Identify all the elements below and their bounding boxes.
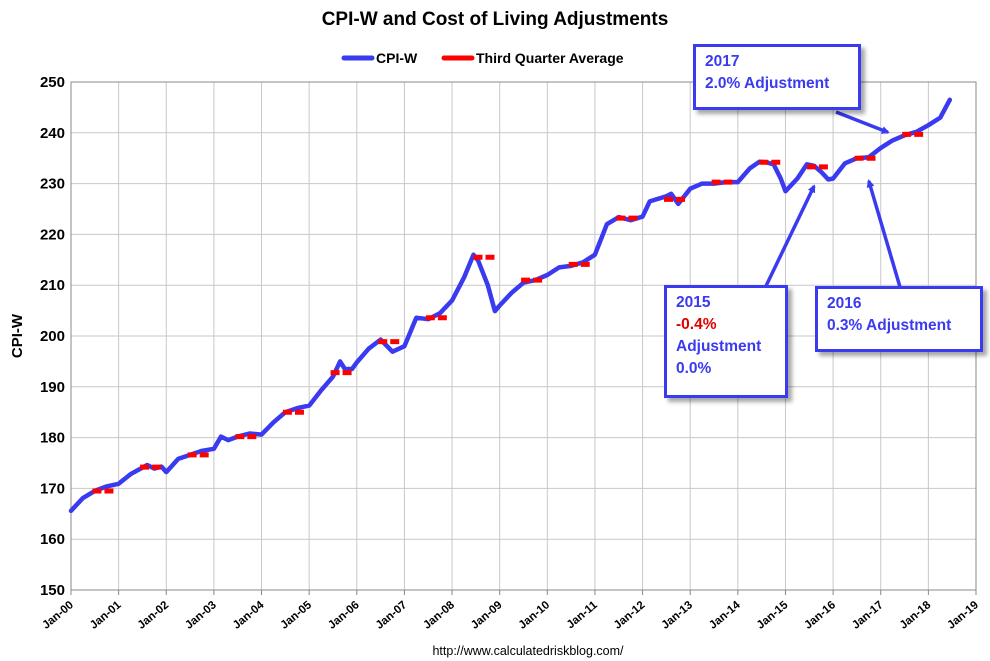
x-tick-label: Jan-01 — [88, 599, 124, 632]
legend-label-cpiw: CPI-W — [376, 50, 418, 66]
x-tick-label: Jan-19 — [945, 599, 981, 632]
callout-2015: 2015 -0.4% Adjustment 0.0% — [664, 285, 788, 398]
x-tick-label: Jan-04 — [231, 599, 267, 632]
series-cpiw — [68, 97, 953, 514]
y-tick-label: 220 — [40, 226, 65, 243]
x-tick-label: Jan-00 — [40, 599, 76, 632]
y-tick-label: 190 — [40, 379, 65, 396]
callout-arrow — [764, 184, 816, 287]
y-tick-label: 230 — [40, 176, 65, 193]
x-tick-label: Jan-16 — [802, 599, 838, 632]
x-tick-label: Jan-02 — [136, 599, 172, 632]
x-tick-label: Jan-17 — [850, 599, 886, 632]
callout-2015-label: Adjustment — [676, 338, 762, 355]
x-tick-label: Jan-13 — [660, 599, 696, 632]
x-tick-label: Jan-08 — [421, 599, 457, 632]
callout-2016: 2016 0.3% Adjustment — [815, 286, 983, 352]
x-tick-label: Jan-05 — [278, 599, 314, 632]
callout-2017: 2017 2.0% Adjustment — [693, 44, 861, 110]
callout-2015-year: 2015 — [676, 294, 711, 311]
x-tick-label: Jan-09 — [469, 599, 505, 632]
callout-arrow — [866, 179, 902, 288]
callout-2017-adjustment: 2.0% Adjustment — [705, 75, 830, 92]
x-tick-label: Jan-12 — [612, 599, 648, 632]
x-tick-label: Jan-15 — [755, 599, 791, 632]
legend: CPI-W Third Quarter Average — [341, 50, 624, 66]
y-tick-label: 210 — [40, 277, 65, 294]
cpiw-line — [68, 97, 953, 514]
y-axis-label: CPI-W — [9, 313, 26, 358]
chart-title: CPI-W and Cost of Living Adjustments — [322, 9, 669, 30]
x-axis-ticks: Jan-00 Jan-01 Jan-02 Jan-03 Jan-04 Jan-05 Jan-… — [40, 590, 981, 632]
callout-2016-adjustment: 0.3% Adjustment — [827, 317, 952, 334]
series-third-quarter-average — [92, 131, 926, 494]
annotation-arrows — [764, 110, 902, 288]
x-tick-label: Jan-06 — [326, 599, 362, 632]
x-tick-label: Jan-11 — [565, 599, 601, 632]
callout-arrow — [835, 110, 890, 134]
y-tick-label: 250 — [40, 74, 65, 91]
y-tick-label: 180 — [40, 430, 65, 447]
y-axis-ticks: 150 160 170 180 190 200 210 220 230 240 250 — [40, 74, 65, 599]
y-tick-label: 200 — [40, 328, 65, 345]
x-tick-label: Jan-18 — [898, 599, 934, 632]
y-tick-label: 150 — [40, 582, 65, 599]
x-tick-label: Jan-14 — [707, 599, 743, 632]
y-tick-label: 240 — [40, 125, 65, 142]
callout-2017-year: 2017 — [705, 53, 740, 70]
callout-2015-adjustment: 0.0% — [676, 360, 712, 377]
y-tick-label: 170 — [40, 480, 65, 497]
x-tick-label: Jan-07 — [374, 599, 410, 632]
callout-2015-calculated: -0.4% — [676, 316, 717, 333]
callout-2016-year: 2016 — [827, 295, 862, 312]
x-tick-label: Jan-03 — [183, 599, 219, 632]
source-url: http://www.calculatedriskblog.com/ — [432, 644, 624, 658]
x-tick-label: Jan-10 — [517, 599, 553, 632]
legend-label-q3avg: Third Quarter Average — [476, 50, 624, 66]
y-tick-label: 160 — [40, 531, 65, 548]
